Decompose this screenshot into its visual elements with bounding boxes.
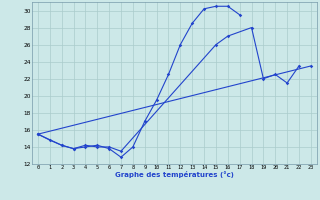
X-axis label: Graphe des températures (°c): Graphe des températures (°c) [115, 171, 234, 178]
